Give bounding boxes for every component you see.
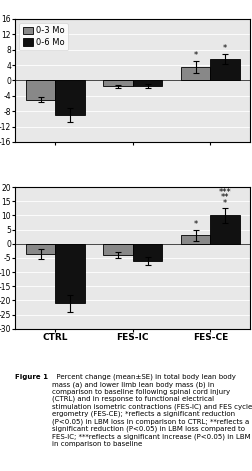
Bar xyxy=(26,244,55,254)
Text: Percent change (mean±SE) in total body lean body mass (a) and lower limb lean bo: Percent change (mean±SE) in total body l… xyxy=(51,374,251,447)
Text: *: * xyxy=(222,44,226,53)
Text: **: ** xyxy=(220,194,228,203)
Bar xyxy=(55,81,84,115)
Text: Figure 1: Figure 1 xyxy=(15,374,48,380)
Text: *: * xyxy=(193,50,197,60)
Bar xyxy=(180,236,209,244)
Text: *: * xyxy=(222,199,226,208)
Bar xyxy=(180,67,209,81)
Bar xyxy=(103,81,132,86)
Text: *: * xyxy=(193,220,197,229)
Bar xyxy=(26,81,55,100)
Legend: 0-3 Mo, 0-6 Mo: 0-3 Mo, 0-6 Mo xyxy=(19,23,68,50)
Bar xyxy=(132,244,162,261)
Bar xyxy=(209,59,239,81)
Bar xyxy=(209,215,239,244)
Bar xyxy=(55,244,84,303)
Bar xyxy=(132,81,162,86)
Bar xyxy=(103,244,132,255)
Text: ***: *** xyxy=(218,188,231,197)
